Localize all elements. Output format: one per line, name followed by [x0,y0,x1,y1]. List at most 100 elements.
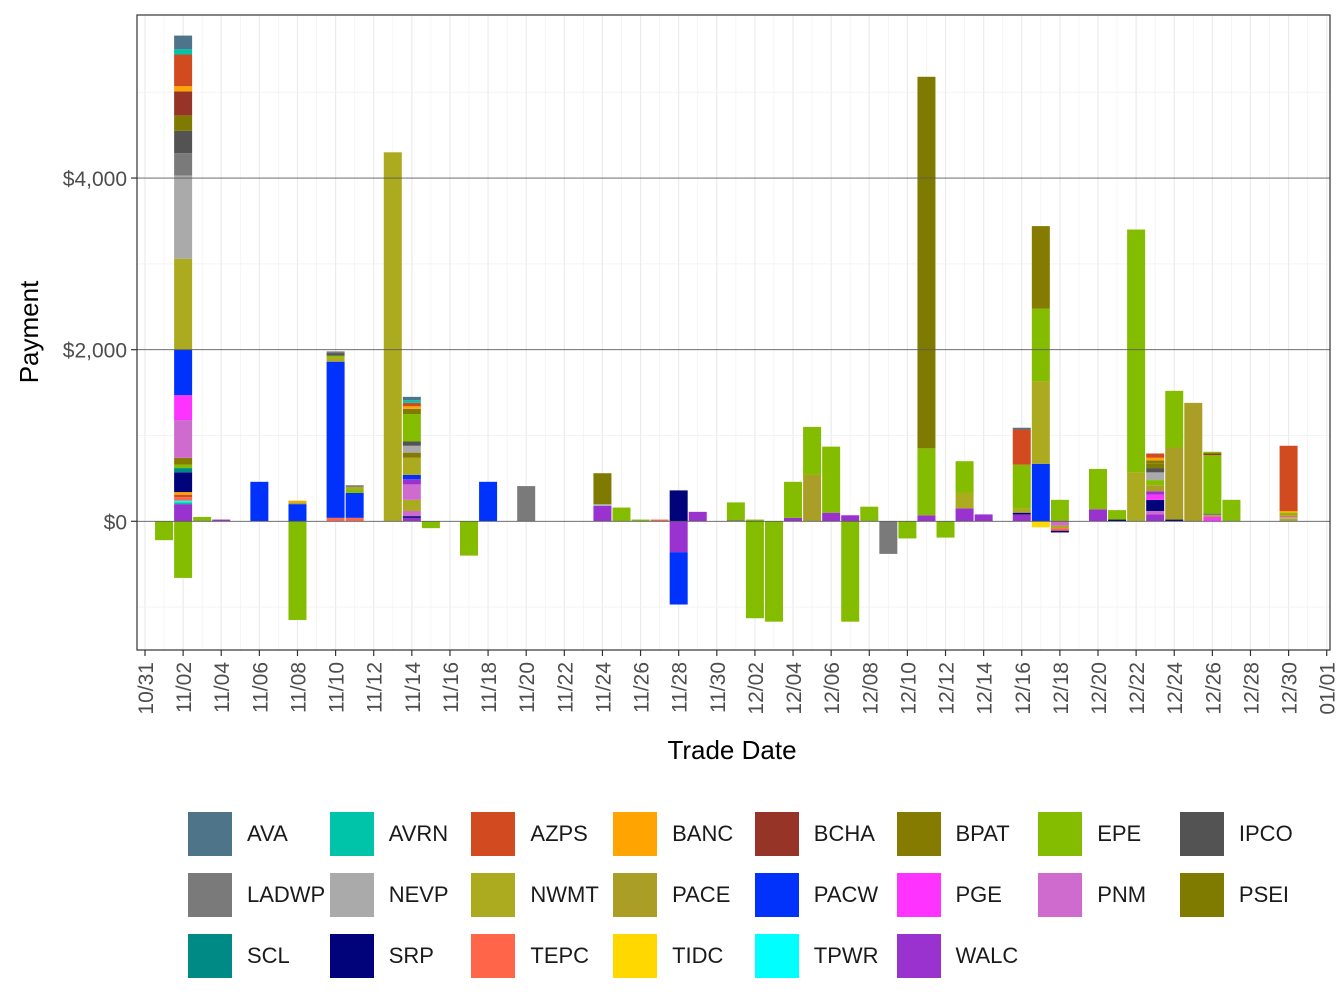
legend-label: WALC [955,943,1019,968]
bar-segment-nevp [1146,472,1165,481]
legend-swatch [613,812,658,856]
bar-segment-ipco [1146,468,1165,473]
plot-border [136,14,1331,651]
x-tick-label: 12/16 [1012,662,1035,715]
legend-label: PACE [672,882,731,907]
legend-label: EPE [1097,821,1142,846]
bar-segment-pacw [402,474,421,480]
legend-item-azps: AZPS [471,812,588,856]
bar-segment-srp [174,472,193,493]
bar-segment-epe [936,521,955,538]
bar-segment-nwmt [1031,381,1050,464]
bar-segment-walc [822,512,841,522]
x-tick-label: 11/04 [211,662,234,713]
bar-segment-epe [726,502,745,521]
legend-item-ipco: IPCO [1179,812,1293,856]
x-tick-label: 12/02 [745,662,768,715]
x-tick-label: 11/26 [631,662,654,713]
bar-segment-banc [174,86,193,92]
legend-swatch [1038,812,1083,856]
bar-segment-pnm [1050,521,1069,526]
bar-segment-walc [402,479,421,485]
bar-segment-banc [288,500,307,503]
legend-label: AVRN [388,821,449,846]
bar-segment-pnm [402,484,421,500]
bar-segment-epe [1089,468,1107,510]
bar-segment-srp [402,516,421,518]
legend-label: AVA [247,821,288,846]
legend-label: SCL [247,943,290,968]
bar-segment-nwmt [1127,472,1146,522]
bar-segment-pacw [345,492,364,518]
bar-segment-tepc [174,497,193,501]
bar-segment-pace [1146,485,1165,492]
x-tick-label: 12/06 [821,662,844,715]
x-tick-label: 11/16 [440,662,463,713]
bar-segment-epe [402,414,421,442]
bar-segment-azps [402,402,421,407]
bar-segment-psei [1146,463,1165,469]
legend-item-bpat: BPAT [896,812,1010,856]
legend-item-pnm: PNM [1038,873,1146,917]
bar-segment-walc [593,505,612,522]
bar-segment-epe [822,446,841,513]
legend-item-bcha: BCHA [754,812,875,856]
x-tick-label: 11/22 [554,662,577,713]
bar-segment-psei [917,76,936,449]
bar-segment-azps [1146,453,1165,458]
legend-label: PNM [1097,882,1147,907]
bar-segment-walc [974,514,993,522]
bar-segment-srp [669,490,688,522]
bar-segment-epe [460,521,479,556]
bar-segment-nwmt [1203,515,1222,517]
bar-segment-pacw [1031,463,1050,522]
legend-item-pacw: PACW [754,873,879,917]
legend-item-nwmt: NWMT [471,873,599,917]
bar-segment-epe [1127,229,1146,473]
x-axis: 10/31 11/02 11/04 11/06 11/08 11/10 11/12 11/14… [135,650,1340,715]
bar-segment-tidc [1031,521,1050,528]
bar-segment-epe [631,519,650,522]
bar-segment-epe [193,516,212,522]
legend-swatch [471,812,516,856]
x-tick-label: 11/10 [326,662,349,713]
bar-segment-walc [917,515,936,522]
bar-segment-epe [1031,308,1050,382]
bar-segment-epe [784,481,803,518]
legend-item-tidc: TIDC [613,934,723,978]
x-tick-label: 11/02 [173,662,196,713]
bar-segment-banc [174,492,193,495]
bar-segment-walc [1146,514,1165,522]
bar-segment-epe [155,521,174,541]
legend-label: BCHA [813,821,875,846]
y-axis: $0 $2,000 $4,000 [63,168,137,534]
bar-segment-walc [1089,509,1107,522]
legend-label: TEPC [530,943,590,968]
bar-segment-pge [1203,516,1222,522]
bar-segment-srp [1050,530,1069,533]
legend-label: BANC [672,821,734,846]
bar-segment-pacw [250,481,269,522]
legend-label: SRP [388,943,434,968]
x-tick-label: 12/22 [1126,662,1149,715]
bar-segment-tepc [345,517,364,522]
plot-background [137,15,1330,650]
legend-label: PGE [955,882,1002,907]
bar-segment-banc [1146,457,1165,461]
bar-layer [155,35,1298,622]
legend-label: BPAT [955,821,1010,846]
bar-segment-pnm [402,510,421,517]
bar-segment-ipco [174,130,193,154]
legend-swatch [471,934,516,978]
legend-swatch [1038,873,1083,917]
bar-segment-scl [174,468,193,473]
bar-segment-avrn [174,49,193,55]
legend-label: PACW [813,882,879,907]
bar-segment-epe [1203,455,1222,514]
bar-segment-srp [1012,512,1031,515]
x-tick-label: 01/01 [1317,662,1340,715]
bar-segment-epe [174,464,193,469]
y-axis-title: Payment [14,280,44,383]
legend-label: PSEI [1238,882,1290,907]
bar-segment-bpat [1031,226,1050,309]
